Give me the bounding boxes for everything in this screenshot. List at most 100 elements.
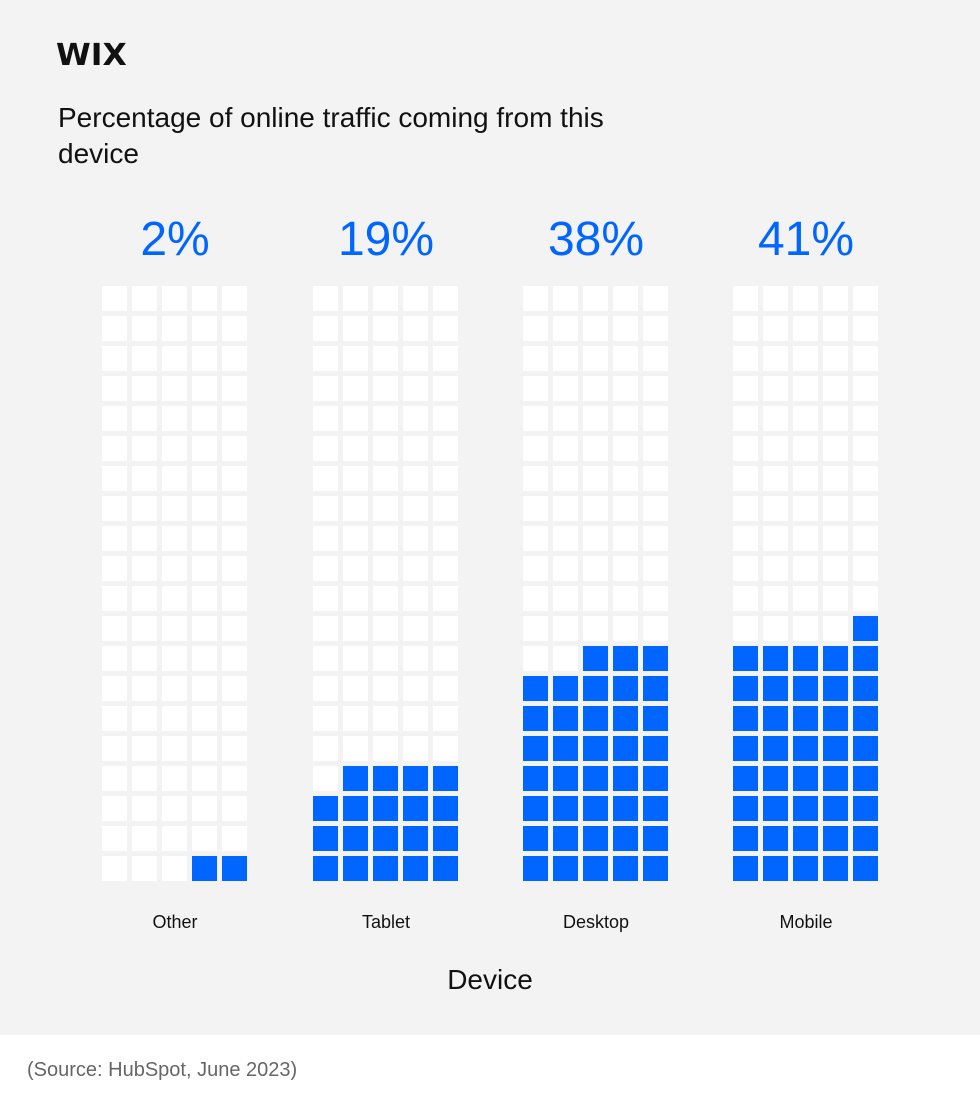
- waffle-cell-empty: [823, 286, 848, 311]
- waffle-cell-empty: [823, 526, 848, 551]
- waffle-cell-empty: [222, 526, 247, 551]
- waffle-cell-empty: [192, 736, 217, 761]
- waffle-cell-empty: [523, 586, 548, 611]
- waffle-cell-filled: [583, 646, 608, 671]
- waffle-cell-empty: [763, 436, 788, 461]
- waffle-cell-empty: [222, 616, 247, 641]
- waffle-cell-empty: [373, 466, 398, 491]
- waffle-cell-empty: [763, 496, 788, 521]
- waffle-cell-empty: [132, 466, 157, 491]
- waffle-cell-empty: [162, 466, 187, 491]
- waffle-cell-filled: [222, 856, 247, 881]
- waffle-cell-empty: [523, 556, 548, 581]
- waffle-cell-empty: [343, 646, 368, 671]
- waffle-cell-empty: [643, 346, 668, 371]
- percentage-label: 38%: [547, 213, 645, 266]
- waffle-cell-empty: [583, 496, 608, 521]
- waffle-cell-empty: [373, 676, 398, 701]
- waffle-cell-filled: [733, 856, 758, 881]
- waffle-cell-empty: [373, 346, 398, 371]
- waffle-cell-empty: [192, 586, 217, 611]
- waffle-cell-empty: [733, 286, 758, 311]
- waffle-cell-empty: [823, 496, 848, 521]
- waffle-cell-filled: [763, 796, 788, 821]
- waffle-cell-empty: [823, 346, 848, 371]
- waffle-cell-filled: [523, 766, 548, 791]
- waffle-cell-empty: [373, 526, 398, 551]
- waffle-cell-filled: [433, 766, 458, 791]
- waffle-cell-filled: [763, 766, 788, 791]
- waffle-cell-empty: [763, 466, 788, 491]
- waffle-cell-empty: [162, 856, 187, 881]
- waffle-cell-filled: [313, 826, 338, 851]
- waffle-cell-filled: [403, 766, 428, 791]
- waffle-cell-filled: [643, 766, 668, 791]
- percentage-label: 19%: [337, 213, 435, 266]
- waffle-cell-filled: [583, 676, 608, 701]
- waffle-cell-empty: [763, 286, 788, 311]
- waffle-cell-filled: [553, 706, 578, 731]
- waffle-cell-filled: [793, 766, 818, 791]
- waffle-cell-empty: [733, 346, 758, 371]
- waffle-cell-empty: [222, 286, 247, 311]
- waffle-cell-empty: [853, 286, 878, 311]
- waffle-cell-empty: [343, 586, 368, 611]
- waffle-cell-empty: [553, 346, 578, 371]
- waffle-cell-empty: [222, 466, 247, 491]
- waffle-cell-empty: [433, 376, 458, 401]
- waffle-cell-empty: [793, 376, 818, 401]
- waffle-cell-empty: [583, 526, 608, 551]
- waffle-cell-empty: [132, 556, 157, 581]
- waffle-cell-empty: [132, 826, 157, 851]
- waffle-cell-empty: [643, 466, 668, 491]
- waffle-cell-filled: [853, 796, 878, 821]
- waffle-cell-empty: [523, 436, 548, 461]
- waffle-cell-empty: [343, 706, 368, 731]
- waffle-cell-empty: [553, 466, 578, 491]
- waffle-cell-empty: [313, 556, 338, 581]
- waffle-cell-filled: [643, 826, 668, 851]
- waffle-cell-empty: [102, 346, 127, 371]
- waffle-cell-empty: [433, 646, 458, 671]
- waffle-cell-empty: [523, 346, 548, 371]
- waffle-cell-empty: [613, 376, 638, 401]
- waffle-cell-empty: [373, 376, 398, 401]
- waffle-cell-empty: [313, 316, 338, 341]
- waffle-cell-filled: [643, 796, 668, 821]
- waffle-cell-empty: [162, 316, 187, 341]
- waffle-cell-empty: [553, 646, 578, 671]
- waffle-cell-filled: [553, 676, 578, 701]
- waffle-cell-empty: [222, 706, 247, 731]
- source-note: (Source: HubSpot, June 2023): [27, 1059, 298, 1081]
- waffle-cell-empty: [192, 346, 217, 371]
- waffle-cell-empty: [403, 646, 428, 671]
- waffle-cell-empty: [793, 436, 818, 461]
- waffle-cell-empty: [162, 706, 187, 731]
- category-label: Tablet: [361, 912, 411, 932]
- waffle-cell-empty: [553, 436, 578, 461]
- waffle-cell-empty: [793, 586, 818, 611]
- waffle-cell-empty: [403, 586, 428, 611]
- waffle-cell-empty: [643, 286, 668, 311]
- waffle-cell-empty: [132, 646, 157, 671]
- waffle-grid: [733, 286, 878, 881]
- waffle-cell-empty: [403, 376, 428, 401]
- waffle-cell-empty: [853, 466, 878, 491]
- waffle-cell-empty: [823, 436, 848, 461]
- waffle-cell-empty: [403, 496, 428, 521]
- waffle-cell-filled: [343, 856, 368, 881]
- waffle-cell-empty: [132, 436, 157, 461]
- waffle-cell-empty: [192, 796, 217, 821]
- waffle-cell-empty: [823, 376, 848, 401]
- waffle-cell-filled: [343, 796, 368, 821]
- waffle-cell-empty: [343, 736, 368, 761]
- waffle-cell-empty: [823, 556, 848, 581]
- waffle-cell-empty: [583, 406, 608, 431]
- waffle-cell-filled: [853, 826, 878, 851]
- category-label: Desktop: [562, 912, 630, 932]
- waffle-cell-empty: [373, 646, 398, 671]
- waffle-cell-empty: [643, 406, 668, 431]
- waffle-cell-empty: [132, 856, 157, 881]
- waffle-cell-empty: [433, 466, 458, 491]
- waffle-cell-filled: [853, 646, 878, 671]
